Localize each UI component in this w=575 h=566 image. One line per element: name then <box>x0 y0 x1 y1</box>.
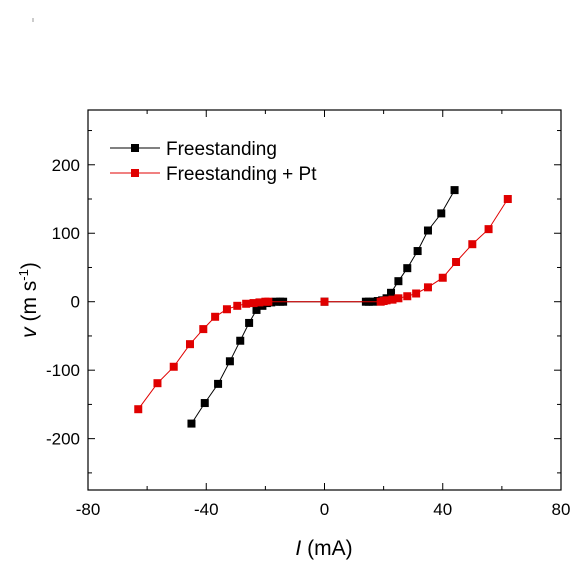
series-2 <box>134 195 512 414</box>
data-point <box>242 299 251 308</box>
legend: Freestanding Freestanding + Pt <box>110 139 317 185</box>
legend-label: Freestanding + Pt <box>166 164 317 185</box>
data-point <box>252 305 261 314</box>
data-point <box>438 273 447 282</box>
data-point <box>185 340 194 349</box>
data-point <box>187 419 196 428</box>
data-point <box>249 299 258 308</box>
y-tick-label: 200 <box>52 156 80 175</box>
data-point <box>452 258 461 266</box>
data-point <box>413 247 422 256</box>
legend-marker <box>131 169 139 177</box>
legend-item-1: Freestanding <box>110 139 277 160</box>
data-point <box>320 297 329 306</box>
data-point <box>437 209 446 218</box>
x-tick-label: 0 <box>320 500 329 519</box>
x-tick-label: -80 <box>76 500 101 519</box>
data-point <box>245 318 254 327</box>
y-tick-label: -200 <box>46 430 80 449</box>
data-point <box>503 195 512 204</box>
x-axis-label: I (mA) <box>295 537 352 560</box>
data-point <box>468 240 477 249</box>
axes: -80 -40 0 40 80 -200 -100 0 100 200 <box>46 110 570 519</box>
x-tick-label: 40 <box>433 500 452 519</box>
data-point <box>233 301 242 310</box>
series-layer <box>134 186 512 428</box>
y-axis-label: v (m s-1) <box>16 262 41 338</box>
data-point <box>382 296 391 305</box>
data-point <box>236 336 245 345</box>
data-point <box>199 325 208 334</box>
data-point <box>394 277 403 286</box>
data-point <box>403 292 412 301</box>
y-tick-label: -100 <box>46 361 80 380</box>
x-tick-label: -40 <box>194 500 219 519</box>
x-tick-label: 80 <box>552 500 571 519</box>
data-point <box>153 379 162 388</box>
data-point <box>484 225 493 234</box>
legend-marker <box>131 144 139 152</box>
legend-label: Freestanding <box>166 139 277 160</box>
data-point <box>134 405 143 414</box>
data-point <box>225 357 234 366</box>
data-point <box>387 288 396 297</box>
series-line <box>191 189 456 424</box>
data-point <box>412 289 421 298</box>
data-point <box>388 295 397 304</box>
data-point <box>264 297 273 306</box>
data-point <box>255 298 264 307</box>
data-point <box>394 294 403 303</box>
data-point <box>222 305 231 314</box>
data-point <box>423 283 432 292</box>
data-point <box>450 186 459 195</box>
data-point <box>169 362 178 371</box>
legend-item-2: Freestanding + Pt <box>110 164 317 185</box>
y-tick-label: 0 <box>71 293 80 312</box>
data-point <box>200 399 209 408</box>
y-tick-label: 100 <box>52 224 80 243</box>
data-point <box>403 264 412 273</box>
data-point <box>211 312 220 321</box>
data-point <box>214 379 223 388</box>
data-point <box>423 226 432 235</box>
